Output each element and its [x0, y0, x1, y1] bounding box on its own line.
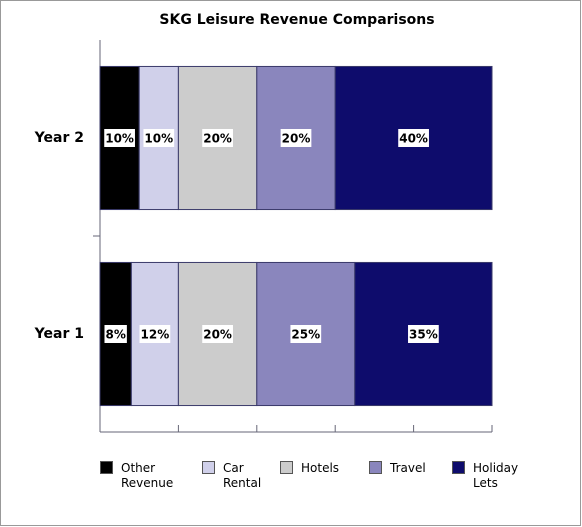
legend-swatch: [369, 461, 382, 474]
legend-swatch: [280, 461, 293, 474]
legend-swatch: [100, 461, 113, 474]
data-label: 35%: [409, 328, 438, 342]
label-box: [139, 325, 171, 343]
legend-swatch: [452, 461, 465, 474]
legend-swatch: [202, 461, 215, 474]
legend-label: Holiday Lets: [473, 461, 519, 490]
label-box: [408, 325, 439, 343]
label-box: [104, 129, 135, 147]
legend-label: Car Rental: [223, 461, 262, 490]
label-box: [280, 129, 312, 147]
label-box: [202, 129, 233, 147]
data-label: 10%: [105, 132, 134, 146]
data-label: 12%: [141, 328, 170, 342]
data-label: 25%: [291, 328, 320, 342]
data-label: 8%: [105, 328, 125, 342]
legend-label: Other Revenue: [121, 461, 174, 490]
y-tick-label: Year 1: [34, 326, 84, 342]
label-box: [202, 325, 233, 343]
legend-label: Travel: [390, 461, 426, 475]
data-label: 20%: [203, 328, 232, 342]
label-box: [290, 325, 322, 343]
label-box: [143, 129, 175, 147]
data-label: 10%: [144, 132, 173, 146]
data-label: 20%: [203, 132, 232, 146]
label-box: [104, 325, 127, 343]
data-label: 20%: [282, 132, 311, 146]
data-label: 40%: [399, 132, 428, 146]
legend-label: Hotels: [301, 461, 340, 475]
chart-title: SKG Leisure Revenue Comparisons: [159, 12, 434, 28]
y-tick-label: Year 2: [34, 130, 84, 146]
label-box: [398, 129, 429, 147]
